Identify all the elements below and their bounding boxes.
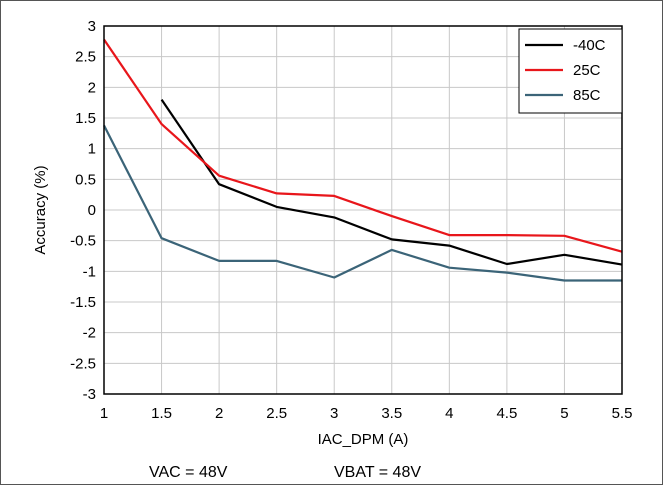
y-tick-label: 1.5 xyxy=(75,110,96,127)
x-tick-labels: 1 1.5 2 2.5 3 3.5 4 4.5 5 5.5 xyxy=(100,405,633,422)
legend: -40C 25C 85C xyxy=(518,28,623,114)
series-line-85C xyxy=(103,124,622,282)
x-tick-label: 2 xyxy=(215,405,223,422)
legend-label: -40C xyxy=(573,37,606,54)
x-axis-title: IAC_DPM (A) xyxy=(318,431,409,448)
annotations: VAC = 48V VBAT = 48V xyxy=(149,464,421,481)
x-tick-label: 5.5 xyxy=(612,405,633,422)
y-tick-label: 1 xyxy=(88,141,96,158)
y-tick-labels: 3 2.5 2 1.5 1 0.5 0 -0.5 -1 -1.5 -2 -2.5 -3 xyxy=(70,18,96,403)
series-layer xyxy=(103,38,623,282)
x-tick-label: 3.5 xyxy=(381,405,402,422)
y-tick-label: 0 xyxy=(88,202,96,219)
y-tick-label: -3 xyxy=(83,386,96,403)
x-tick-label: 3 xyxy=(330,405,338,422)
y-tick-label: -0.5 xyxy=(70,233,96,250)
x-tick-label: 2.5 xyxy=(266,405,287,422)
y-axis-title: Accuracy (%) xyxy=(32,165,49,254)
x-tick-label: 4.5 xyxy=(496,405,517,422)
series-line--40C xyxy=(160,98,623,266)
y-tick-label: -2.5 xyxy=(70,355,96,372)
x-tick-label: 5 xyxy=(560,405,568,422)
y-tick-label: 0.5 xyxy=(75,171,96,188)
y-tick-label: -1.5 xyxy=(70,294,96,311)
x-tick-label: 1.5 xyxy=(151,405,172,422)
annotation-vbat: VBAT = 48V xyxy=(334,464,421,481)
y-tick-label: 3 xyxy=(88,18,96,35)
series-line-25C xyxy=(103,38,623,253)
y-tick-label: 2 xyxy=(88,79,96,96)
x-tick-label: 1 xyxy=(100,405,108,422)
y-tick-label: -1 xyxy=(83,263,96,280)
plot-border xyxy=(103,25,623,395)
legend-label: 85C xyxy=(573,87,601,104)
y-tick-label: -2 xyxy=(83,325,96,342)
legend-label: 25C xyxy=(573,62,601,79)
y-tick-label: 2.5 xyxy=(75,49,96,66)
grid xyxy=(104,26,622,394)
x-tick-label: 4 xyxy=(445,405,453,422)
annotation-vac: VAC = 48V xyxy=(149,464,228,481)
